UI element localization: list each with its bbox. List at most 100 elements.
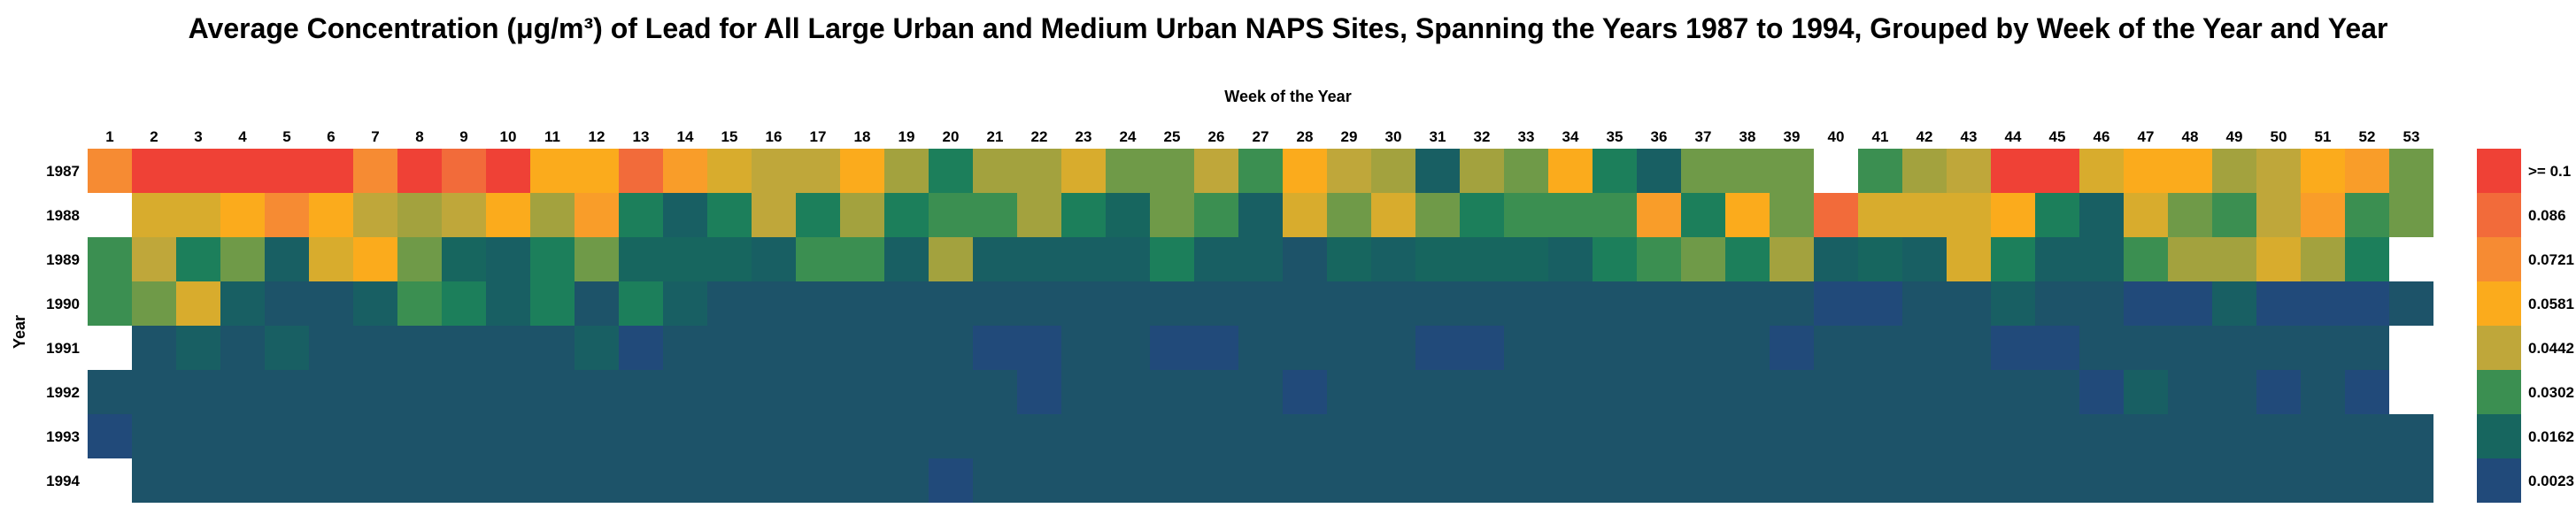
heatmap-cell xyxy=(1371,370,1415,414)
x-tick-label: 43 xyxy=(1961,128,1978,145)
heatmap-cell xyxy=(1415,193,1460,237)
heatmap-cell xyxy=(1504,237,1548,281)
heatmap-cell xyxy=(2168,193,2212,237)
heatmap-cell xyxy=(265,193,309,237)
heatmap-cell xyxy=(1725,326,1770,370)
heatmap-cell xyxy=(2389,414,2433,458)
heatmap-cell xyxy=(2168,370,2212,414)
heatmap-cell xyxy=(220,193,265,237)
heatmap-cell xyxy=(1283,458,1327,503)
heatmap-cell xyxy=(2035,370,2079,414)
x-tick-label: 1 xyxy=(105,128,113,145)
heatmap-cell xyxy=(1238,193,1283,237)
heatmap-cell xyxy=(220,237,265,281)
heatmap-cell xyxy=(707,414,752,458)
heatmap-cell xyxy=(1814,237,1858,281)
heatmap-cell xyxy=(1548,458,1593,503)
heatmap-cell xyxy=(619,193,663,237)
heatmap-cell xyxy=(309,237,353,281)
heatmap-cell xyxy=(397,370,442,414)
heatmap-cell xyxy=(2256,193,2301,237)
heatmap-cell xyxy=(309,149,353,193)
heatmap-cell xyxy=(2035,326,2079,370)
heatmap-cell xyxy=(1327,370,1371,414)
x-tick-label: 27 xyxy=(1253,128,1269,145)
heatmap-cell xyxy=(840,281,884,326)
heatmap-cell xyxy=(1194,149,1238,193)
x-tick-label: 29 xyxy=(1341,128,1358,145)
heatmap-cell xyxy=(929,281,973,326)
heatmap-cell xyxy=(1460,281,1504,326)
heatmap-cell xyxy=(1017,237,1061,281)
heatmap-cell xyxy=(707,458,752,503)
x-tick-label: 49 xyxy=(2226,128,2243,145)
heatmap-cell xyxy=(2345,193,2389,237)
heatmap-cell xyxy=(1283,414,1327,458)
x-tick-label: 42 xyxy=(1917,128,1933,145)
x-tick-label: 31 xyxy=(1430,128,1446,145)
heatmap-cell xyxy=(1991,237,2035,281)
heatmap-cell xyxy=(1947,326,1991,370)
x-tick-label: 20 xyxy=(943,128,960,145)
heatmap-cell xyxy=(2301,370,2345,414)
heatmap-cell xyxy=(1770,458,1814,503)
heatmap-cell xyxy=(2079,281,2124,326)
x-tick-label: 17 xyxy=(810,128,827,145)
heatmap-cell xyxy=(1017,414,1061,458)
heatmap-cell xyxy=(220,370,265,414)
heatmap-cell xyxy=(2035,281,2079,326)
heatmap-cell xyxy=(2124,149,2168,193)
heatmap-cell xyxy=(1283,370,1327,414)
heatmap-cell xyxy=(265,458,309,503)
heatmap-cell xyxy=(309,326,353,370)
heatmap-cell xyxy=(1327,414,1371,458)
heatmap-cell xyxy=(929,149,973,193)
heatmap-cell xyxy=(1814,370,1858,414)
heatmap-cell xyxy=(132,326,176,370)
heatmap-cell xyxy=(2301,414,2345,458)
heatmap-cell xyxy=(2079,149,2124,193)
legend-label: 0.086 xyxy=(2528,207,2566,224)
heatmap-cell xyxy=(1283,326,1327,370)
legend-swatch xyxy=(2477,281,2521,326)
heatmap-cell xyxy=(88,237,132,281)
heatmap-cell xyxy=(1194,370,1238,414)
heatmap-cell xyxy=(1947,458,1991,503)
heatmap-cell xyxy=(397,237,442,281)
x-tick-label: 25 xyxy=(1164,128,1181,145)
heatmap-cell xyxy=(1947,370,1991,414)
heatmap-cell xyxy=(1858,326,1902,370)
heatmap-cell xyxy=(2389,281,2433,326)
heatmap-cell xyxy=(1371,326,1415,370)
chart-title: Average Concentration (μg/m³) of Lead fo… xyxy=(188,12,2388,44)
heatmap-cell xyxy=(707,149,752,193)
heatmap-cell xyxy=(1991,414,2035,458)
heatmap-cell xyxy=(973,281,1017,326)
heatmap-cell xyxy=(2389,458,2433,503)
heatmap-cell xyxy=(176,281,220,326)
heatmap-cell xyxy=(1858,414,1902,458)
heatmap-cell xyxy=(884,193,929,237)
heatmap-cell xyxy=(1504,281,1548,326)
legend-label: 0.0721 xyxy=(2528,251,2574,268)
heatmap-cell xyxy=(1460,193,1504,237)
heatmap-cell xyxy=(176,237,220,281)
heatmap-cell xyxy=(840,326,884,370)
x-tick-label: 38 xyxy=(1739,128,1756,145)
heatmap-cell xyxy=(2168,326,2212,370)
x-tick-label: 30 xyxy=(1385,128,1402,145)
heatmap-cell xyxy=(2168,149,2212,193)
x-tick-label: 22 xyxy=(1031,128,1048,145)
heatmap-cell xyxy=(2124,326,2168,370)
heatmap-cell xyxy=(884,326,929,370)
heatmap-cell xyxy=(796,370,840,414)
heatmap-cell xyxy=(929,237,973,281)
heatmap-cell xyxy=(1238,370,1283,414)
heatmap-cell xyxy=(1637,149,1681,193)
heatmap-cell xyxy=(1681,326,1725,370)
heatmap-cell xyxy=(2212,193,2256,237)
heatmap-cell xyxy=(796,281,840,326)
heatmap-cell xyxy=(884,414,929,458)
heatmap-cell xyxy=(353,281,397,326)
legend-swatch xyxy=(2477,149,2521,193)
